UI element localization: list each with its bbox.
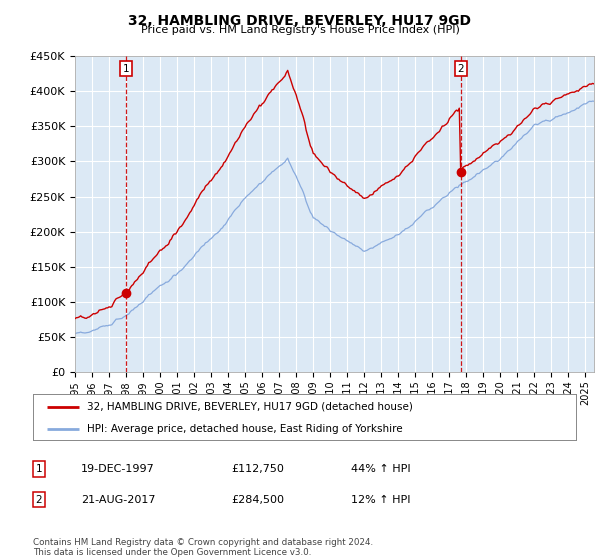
Text: 1: 1 — [123, 64, 130, 74]
Text: £112,750: £112,750 — [231, 464, 284, 474]
Text: £284,500: £284,500 — [231, 494, 284, 505]
Text: HPI: Average price, detached house, East Riding of Yorkshire: HPI: Average price, detached house, East… — [88, 424, 403, 435]
Text: Price paid vs. HM Land Registry's House Price Index (HPI): Price paid vs. HM Land Registry's House … — [140, 25, 460, 35]
Text: 21-AUG-2017: 21-AUG-2017 — [81, 494, 155, 505]
Text: 44% ↑ HPI: 44% ↑ HPI — [351, 464, 410, 474]
Text: Contains HM Land Registry data © Crown copyright and database right 2024.
This d: Contains HM Land Registry data © Crown c… — [33, 538, 373, 557]
Text: 32, HAMBLING DRIVE, BEVERLEY, HU17 9GD: 32, HAMBLING DRIVE, BEVERLEY, HU17 9GD — [128, 14, 472, 28]
Text: 19-DEC-1997: 19-DEC-1997 — [81, 464, 155, 474]
Text: 1: 1 — [35, 464, 43, 474]
Text: 12% ↑ HPI: 12% ↑ HPI — [351, 494, 410, 505]
Text: 2: 2 — [457, 64, 464, 74]
Text: 2: 2 — [35, 494, 43, 505]
Text: 32, HAMBLING DRIVE, BEVERLEY, HU17 9GD (detached house): 32, HAMBLING DRIVE, BEVERLEY, HU17 9GD (… — [88, 402, 413, 412]
